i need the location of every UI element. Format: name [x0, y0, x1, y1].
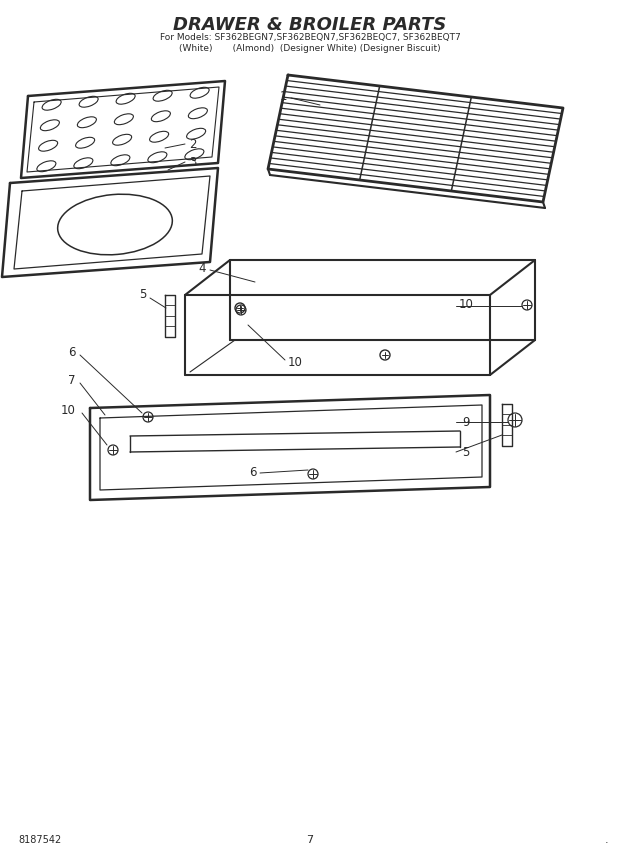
- Text: 10: 10: [459, 299, 474, 312]
- Text: 8187542: 8187542: [18, 835, 61, 845]
- Text: 4: 4: [198, 261, 206, 275]
- Text: 1: 1: [279, 90, 286, 103]
- Text: DRAWER & BROILER PARTS: DRAWER & BROILER PARTS: [174, 16, 446, 34]
- Text: 7: 7: [306, 835, 314, 845]
- Text: 6: 6: [68, 346, 76, 359]
- Text: 5: 5: [463, 445, 470, 459]
- Text: 2: 2: [189, 138, 197, 151]
- Text: 5: 5: [140, 288, 147, 300]
- Text: 9: 9: [463, 415, 470, 429]
- Text: 3: 3: [189, 156, 197, 169]
- Text: 7: 7: [68, 373, 76, 387]
- Text: .: .: [604, 835, 608, 845]
- Text: For Models: SF362BEGN7,SF362BEQN7,SF362BEQC7, SF362BEQT7: For Models: SF362BEGN7,SF362BEQN7,SF362B…: [159, 33, 461, 42]
- Text: 10: 10: [288, 355, 303, 368]
- Text: 6: 6: [249, 466, 257, 479]
- Text: (White)       (Almond)  (Designer White) (Designer Biscuit): (White) (Almond) (Designer White) (Desig…: [179, 44, 441, 53]
- Text: 10: 10: [61, 403, 76, 417]
